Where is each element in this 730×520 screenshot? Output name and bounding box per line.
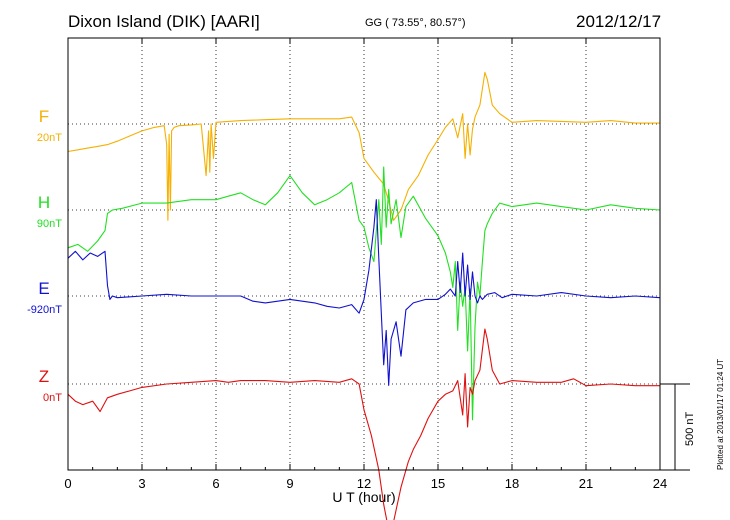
x-axis-label: U T (hour) <box>332 489 395 505</box>
series-name-F: F <box>39 107 49 126</box>
x-tick-label-6: 6 <box>212 476 219 491</box>
x-tick-label-18: 18 <box>505 476 519 491</box>
series-name-H: H <box>38 193 50 212</box>
x-tick-label-9: 9 <box>286 476 293 491</box>
series-line-Z <box>67 328 660 520</box>
series-line-E <box>67 199 661 386</box>
x-tick-label-12: 12 <box>357 476 371 491</box>
grid-layer <box>68 38 660 470</box>
plotted-at-note: Plotted at 2013/01/17 01:24 UT <box>716 359 725 470</box>
x-tick-label-24: 24 <box>653 476 667 491</box>
x-tick-label-0: 0 <box>64 476 71 491</box>
x-tick-label-21: 21 <box>579 476 593 491</box>
series-name-E: E <box>38 279 49 298</box>
series-baseline-F: 20nT <box>37 132 62 144</box>
x-tick-label-15: 15 <box>431 476 445 491</box>
series-line-H <box>67 166 661 421</box>
chart-date: 2012/12/17 <box>576 12 662 31</box>
series-layer <box>67 71 661 520</box>
scale-bar: 500 nT <box>660 383 696 471</box>
series-name-Z: Z <box>39 367 49 386</box>
series-baseline-E: -920nT <box>27 304 62 316</box>
series-baseline-H: 90nT <box>37 218 62 230</box>
series-labels: F 20nT H 90nT E -920nT Z 0nT <box>27 107 62 404</box>
series-line-F <box>67 71 660 221</box>
x-axis: 0 3 6 9 12 15 18 21 24 <box>64 38 667 491</box>
station-title: Dixon Island (DIK) [AARI] <box>68 12 260 31</box>
scale-bar-label: 500 nT <box>684 411 696 446</box>
x-tick-label-3: 3 <box>138 476 145 491</box>
series-baseline-Z: 0nT <box>43 392 62 404</box>
station-coordinates: GG ( 73.55°, 80.57°) <box>365 17 466 29</box>
